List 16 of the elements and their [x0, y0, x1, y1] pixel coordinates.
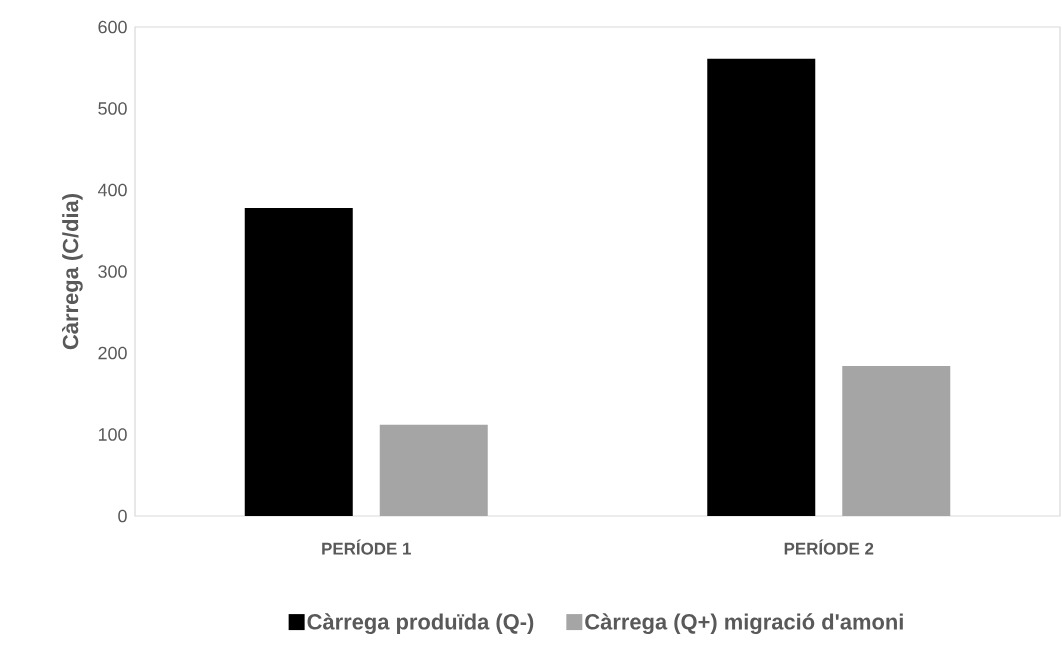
- legend-label: Càrrega (Q+) migració d'amoni: [585, 613, 903, 635]
- bar: [842, 366, 951, 516]
- y-tick-label: 100: [98, 428, 127, 441]
- y-tick-label: 300: [98, 265, 127, 278]
- bar: [244, 207, 353, 516]
- x-tick-label: PERÍODE 1: [322, 539, 411, 555]
- y-tick-label: 200: [98, 346, 127, 360]
- bar: [707, 58, 816, 516]
- y-tick-label: 600: [98, 20, 127, 34]
- bar: [379, 424, 488, 516]
- y-tick-label: 0: [118, 509, 127, 523]
- y-tick-label: 400: [97, 183, 127, 197]
- legend-label: Càrrega produïda (Q-): [307, 613, 534, 635]
- y-tick-label: 500: [98, 102, 127, 115]
- y-axis-title: Càrrega (C/dia): [62, 194, 83, 350]
- x-tick-label: PERÍODE 2: [784, 539, 874, 555]
